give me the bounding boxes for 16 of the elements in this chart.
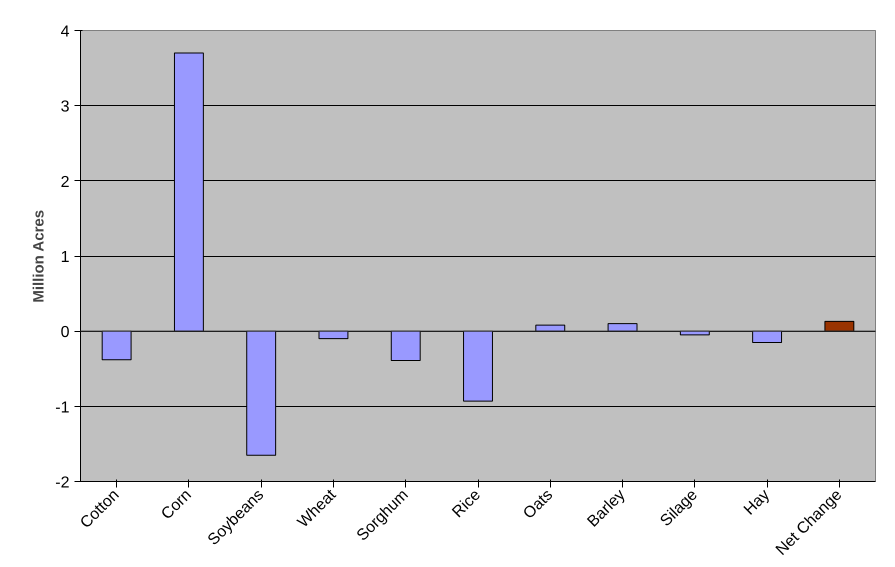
x-tick-label: Rice bbox=[449, 486, 484, 522]
y-axis-title: Million Acres bbox=[30, 210, 48, 303]
bar bbox=[390, 330, 421, 361]
y-tick-label: 1 bbox=[60, 249, 70, 266]
y-tick-label: 4 bbox=[60, 24, 70, 40]
x-tick-label: Corn bbox=[158, 486, 195, 524]
y-tick-label: 3 bbox=[60, 98, 70, 116]
y-tick-label: -2 bbox=[55, 474, 70, 492]
bar bbox=[752, 330, 782, 343]
bar bbox=[102, 330, 132, 360]
x-tick-label: Hay bbox=[740, 486, 774, 519]
y-tick-label: -1 bbox=[55, 399, 70, 416]
y-tick-label: 0 bbox=[60, 324, 70, 342]
y-tick-label: 2 bbox=[60, 174, 70, 191]
bar bbox=[463, 330, 493, 402]
x-tick-label: Oats bbox=[520, 486, 556, 522]
